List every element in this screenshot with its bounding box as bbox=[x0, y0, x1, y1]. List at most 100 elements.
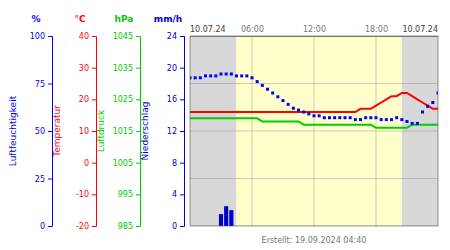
point bbox=[364, 116, 367, 119]
point bbox=[411, 122, 414, 125]
point bbox=[199, 76, 202, 79]
tick-label: 12:00 bbox=[303, 25, 326, 34]
tick-mark bbox=[180, 131, 184, 132]
point bbox=[282, 99, 285, 102]
tick-mark bbox=[92, 194, 96, 195]
grid-line bbox=[376, 36, 377, 226]
tick-label: 20 bbox=[167, 64, 177, 73]
point bbox=[406, 120, 409, 123]
y-axis: -20-10010203040 bbox=[76, 32, 97, 231]
tick-mark bbox=[180, 99, 184, 100]
axis-unit: °C bbox=[74, 14, 86, 24]
axis-title: Niederschlag bbox=[140, 102, 150, 161]
tick: 0 bbox=[84, 159, 96, 168]
tick: 10 bbox=[79, 127, 96, 136]
tick-label: 40 bbox=[79, 32, 89, 41]
tick-label: 25 bbox=[35, 175, 45, 184]
point bbox=[194, 76, 197, 79]
tick: 40 bbox=[79, 32, 96, 41]
bar bbox=[229, 210, 233, 226]
line bbox=[190, 93, 438, 112]
point bbox=[287, 103, 290, 106]
axis-unit: % bbox=[31, 14, 40, 24]
point bbox=[318, 114, 321, 117]
tick-label: 75 bbox=[35, 80, 45, 89]
tick-mark bbox=[180, 68, 184, 69]
tick-mark bbox=[180, 163, 184, 164]
point bbox=[230, 73, 233, 76]
tick: 20 bbox=[79, 95, 96, 104]
point bbox=[209, 74, 212, 77]
tick-mark bbox=[92, 36, 96, 37]
tick-mark bbox=[48, 226, 52, 227]
tick-label: 1015 bbox=[113, 127, 133, 136]
x-axis: 06:00 12:00 18:00 bbox=[191, 25, 439, 37]
tick-label: 8 bbox=[172, 159, 177, 168]
grid-line bbox=[190, 36, 438, 37]
point bbox=[297, 109, 300, 112]
plot-frame bbox=[190, 36, 438, 226]
tick: -20 bbox=[76, 222, 96, 231]
tick-label: 1005 bbox=[113, 159, 133, 168]
tick: 12 bbox=[167, 127, 184, 136]
point bbox=[380, 118, 383, 121]
point bbox=[375, 116, 378, 119]
tick-mark bbox=[92, 99, 96, 100]
tick: 18:00 bbox=[365, 25, 388, 36]
tick-mark bbox=[136, 163, 140, 164]
tick: 12:00 bbox=[303, 25, 326, 36]
tick: 8 bbox=[172, 159, 184, 168]
tick: 1045 bbox=[113, 32, 140, 41]
tick-label: 100 bbox=[30, 32, 45, 41]
tick-label: 1035 bbox=[113, 64, 133, 73]
bar bbox=[224, 206, 228, 226]
point bbox=[220, 73, 223, 76]
tick: 24 bbox=[167, 32, 184, 41]
point bbox=[431, 101, 434, 104]
y-axis: 0 25 50 75 100 bbox=[30, 32, 53, 231]
axis-line bbox=[180, 37, 185, 227]
axis-unit: mm/h bbox=[154, 14, 182, 24]
tick-label: 50 bbox=[35, 127, 45, 136]
tick: -10 bbox=[76, 190, 96, 199]
axis-title: Temperatur bbox=[52, 105, 62, 158]
point bbox=[235, 74, 238, 77]
tick-label: 06:00 bbox=[241, 25, 264, 34]
tick-mark bbox=[136, 36, 140, 37]
tick-label: 16 bbox=[167, 95, 177, 104]
point bbox=[323, 116, 326, 119]
tick: 995 bbox=[118, 190, 140, 199]
y-axis: 04812162024 bbox=[167, 32, 185, 231]
point bbox=[266, 88, 269, 91]
annotation: 10.07.24 bbox=[402, 25, 438, 34]
tick-label: 0 bbox=[40, 222, 45, 231]
y-axis: 98599510051015102510351045 bbox=[113, 32, 141, 231]
point bbox=[385, 118, 388, 121]
axis-line bbox=[191, 36, 439, 37]
point bbox=[421, 111, 424, 114]
point bbox=[214, 74, 217, 77]
point bbox=[204, 74, 207, 77]
tick: 1005 bbox=[113, 159, 140, 168]
annotation: Erstellt: 19.09.2024 04:40 bbox=[262, 236, 367, 245]
point bbox=[245, 74, 248, 77]
tick: 1025 bbox=[113, 95, 140, 104]
point bbox=[395, 116, 398, 119]
tick-label: 12 bbox=[167, 127, 177, 136]
tick: 25 bbox=[35, 175, 52, 184]
point bbox=[344, 116, 347, 119]
axis-title: Luftfeuchtigkeit bbox=[8, 95, 18, 166]
point bbox=[307, 112, 310, 115]
point bbox=[302, 111, 305, 114]
tick: 0 bbox=[172, 222, 184, 231]
point bbox=[271, 92, 274, 95]
point bbox=[416, 122, 419, 125]
point bbox=[292, 107, 295, 110]
tick-label: 1045 bbox=[113, 32, 133, 41]
tick: 100 bbox=[30, 32, 52, 41]
tick-mark bbox=[48, 179, 52, 180]
tick-mark bbox=[92, 226, 96, 227]
tick-mark bbox=[180, 36, 184, 37]
tick-label: 20 bbox=[79, 95, 89, 104]
point bbox=[240, 74, 243, 77]
